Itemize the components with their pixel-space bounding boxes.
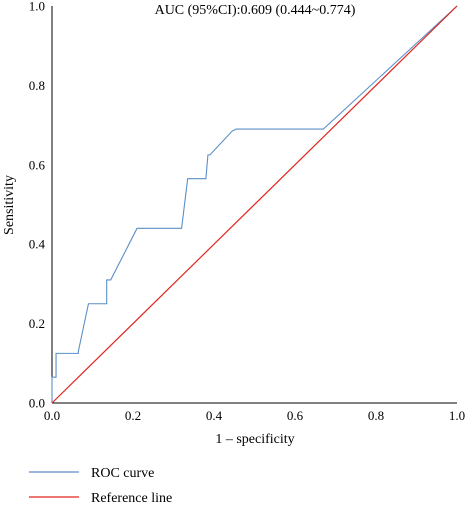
y-axis-ticks: 0.0 0.2 0.4 0.6 0.8 1.0 xyxy=(29,0,46,411)
y-tick-label: 0.2 xyxy=(29,316,45,331)
x-tick-label: 0.4 xyxy=(206,408,223,423)
series xyxy=(51,5,458,404)
x-tick-label: 0.2 xyxy=(125,408,141,423)
x-tick-label: 0.0 xyxy=(44,408,60,423)
auc-annotation: AUC (95%CI):0.609 (0.444~0.774) xyxy=(155,3,356,18)
y-tick-label: 0.0 xyxy=(29,396,45,411)
reference-line xyxy=(51,5,458,404)
roc-curve-line xyxy=(51,5,458,403)
y-tick-label: 0.6 xyxy=(29,157,46,172)
legend: ROC curve Reference line xyxy=(29,466,172,505)
x-tick-label: 0.8 xyxy=(368,408,384,423)
x-tick-label: 0.6 xyxy=(287,408,304,423)
legend-item-roc: ROC curve xyxy=(29,466,154,481)
legend-item-reference: Reference line xyxy=(29,491,172,505)
legend-label-roc: ROC curve xyxy=(91,466,154,481)
y-axis-title: Sensitivity xyxy=(2,175,17,235)
x-axis-title: 1 – specificity xyxy=(215,432,294,447)
y-tick-label: 0.8 xyxy=(29,78,45,93)
y-tick-label: 0.4 xyxy=(29,237,46,252)
x-axis-ticks: 0.0 0.2 0.4 0.6 0.8 1.0 xyxy=(44,408,465,423)
y-tick-label: 1.0 xyxy=(29,0,45,14)
x-tick-label: 1.0 xyxy=(449,408,465,423)
legend-label-reference: Reference line xyxy=(91,491,172,505)
axes xyxy=(51,6,457,404)
